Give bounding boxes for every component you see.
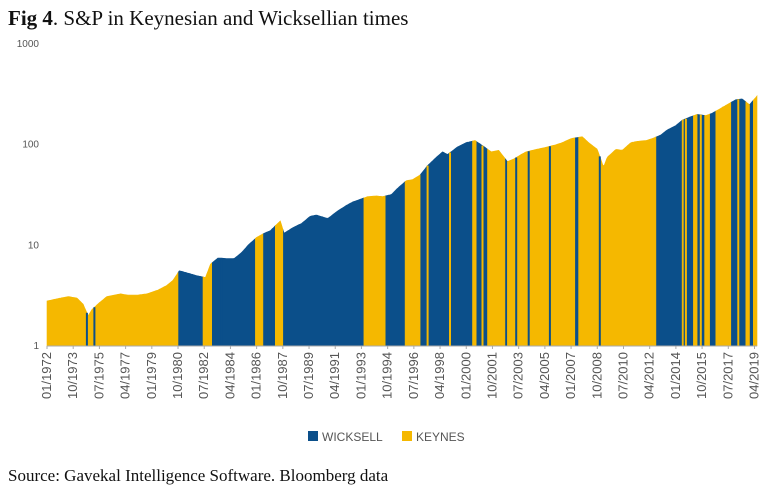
x-tick-label: 07/2010 [615, 352, 630, 399]
x-tick-label: 10/1980 [170, 352, 185, 399]
regime-area-keynes [753, 95, 758, 347]
legend-label: WICKSELL [322, 430, 383, 444]
x-tick-label: 10/1987 [275, 352, 290, 399]
x-tick-label: 01/1993 [353, 352, 368, 399]
regime-area-keynes [681, 119, 684, 347]
x-tick-label: 07/1975 [91, 352, 106, 399]
regime-area-keynes [487, 148, 506, 347]
legend-swatch [402, 431, 412, 441]
regime-area-keynes [578, 136, 657, 347]
x-tick-label: 10/1994 [380, 352, 395, 399]
y-tick-label: 1 [33, 341, 39, 352]
x-tick-label: 10/2015 [694, 352, 709, 399]
source-note: Source: Gavekal Intelligence Software. B… [8, 466, 389, 485]
y-axis: 1 10 100 1000 [17, 39, 40, 352]
x-tick-label: 10/1973 [65, 352, 80, 399]
figure-title-text: . S&P in Keynesian and Wicksellian times [52, 6, 409, 30]
x-tick-label: 10/2001 [484, 352, 499, 399]
x-tick-label: 01/1986 [249, 352, 264, 399]
regime-area-keynes [507, 137, 576, 347]
area-layer [46, 95, 758, 347]
figure-label: Fig 4 [8, 6, 53, 30]
regime-area-keynes [745, 101, 750, 347]
x-tick-label: 04/1998 [432, 352, 447, 399]
x-tick-label: 04/1991 [327, 352, 342, 399]
regime-area-wicksell [384, 180, 406, 347]
x-tick-label: 01/2007 [563, 352, 578, 399]
regime-area-keynes [255, 233, 264, 347]
x-tick-label: 07/1989 [301, 352, 316, 399]
regime-area-wicksell [749, 99, 754, 347]
legend-label: KEYNES [416, 430, 465, 444]
x-tick-label: 04/2012 [642, 352, 657, 399]
regime-area-wicksell [574, 136, 579, 347]
x-axis: 01/1972 10/1973 07/1975 04/1977 01/1979 10/19… [39, 346, 762, 399]
regime-area-wicksell [419, 140, 473, 347]
legend-swatch [308, 431, 318, 441]
x-tick-label: 07/2003 [511, 352, 526, 399]
regime-area-keynes [693, 113, 698, 347]
x-tick-label: 04/1977 [118, 352, 133, 399]
x-tick-label: 07/2017 [720, 352, 735, 399]
x-tick-label: 01/1979 [144, 352, 159, 399]
regime-area-wicksell [655, 119, 683, 347]
legend: WICKSELL KEYNES [308, 430, 465, 444]
regime-area-keynes [275, 220, 284, 347]
x-tick-label: 10/2008 [589, 352, 604, 399]
x-tick-label: 04/1984 [222, 352, 237, 399]
regime-area-wicksell [504, 157, 508, 347]
regime-area-keynes [404, 174, 421, 347]
x-tick-label: 01/2014 [668, 352, 683, 399]
figure-title: Fig 4. S&P in Keynesian and Wicksellian … [8, 6, 408, 31]
y-tick-label: 100 [22, 140, 39, 151]
x-tick-label: 04/2019 [747, 352, 762, 399]
x-tick-label: 01/1972 [39, 352, 54, 399]
x-tick-label: 01/2000 [458, 352, 473, 399]
regime-area-keynes [363, 195, 386, 347]
regime-area-keynes [704, 113, 710, 347]
x-tick-label: 07/1982 [196, 352, 211, 399]
y-tick-label: 1000 [17, 39, 40, 50]
regime-area-wicksell [709, 110, 717, 347]
regime-area-keynes [46, 271, 179, 347]
regime-area-keynes [472, 140, 477, 347]
regime-area-wicksell [282, 197, 365, 347]
regime-area-wicksell [177, 270, 204, 347]
y-tick-label: 10 [28, 240, 40, 251]
regime-area-keynes [202, 262, 212, 347]
x-tick-label: 07/1996 [406, 352, 421, 399]
regime-area-wicksell [211, 237, 256, 347]
x-tick-label: 04/2005 [537, 352, 552, 399]
